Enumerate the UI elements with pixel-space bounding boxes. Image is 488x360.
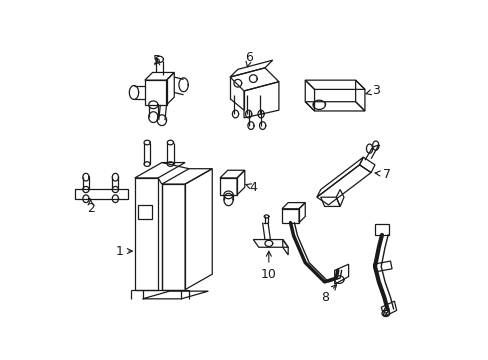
Text: 1: 1: [115, 244, 132, 258]
Text: 9: 9: [381, 306, 389, 319]
Text: 6: 6: [245, 50, 253, 67]
Text: 7: 7: [374, 168, 390, 181]
Text: 3: 3: [365, 85, 379, 98]
Text: 8: 8: [320, 285, 336, 304]
Text: 10: 10: [261, 251, 276, 281]
Text: 2: 2: [86, 199, 94, 215]
Text: 4: 4: [245, 181, 257, 194]
Text: 5: 5: [153, 54, 161, 67]
